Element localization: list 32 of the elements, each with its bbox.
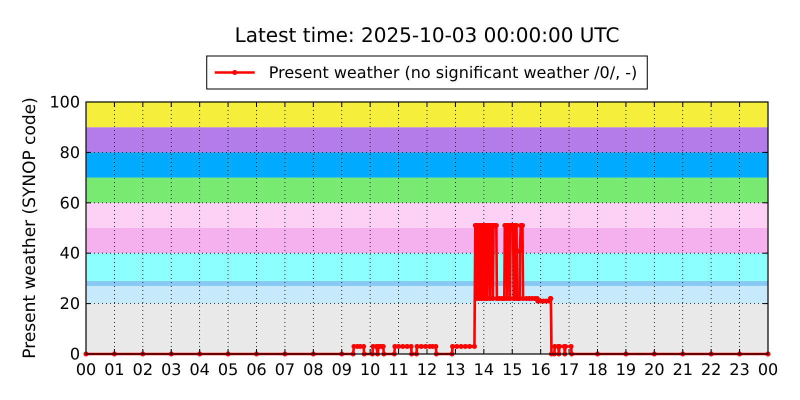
x-tick-label: 19: [616, 360, 636, 379]
x-tick-label: 23: [729, 360, 750, 379]
x-tick-label: 18: [587, 360, 608, 379]
x-tick-label: 16: [530, 360, 551, 379]
y-tick-label: 80: [60, 142, 80, 162]
x-tick-label: 20: [644, 360, 665, 379]
x-tick-label: 13: [445, 360, 466, 379]
x-tick-label: 07: [274, 360, 296, 379]
x-tick-label: 02: [132, 360, 154, 379]
x-tick-label: 11: [388, 360, 409, 379]
y-tick-label: 60: [60, 193, 80, 212]
y-tick-label: 100: [49, 92, 80, 112]
y-tick-label: 40: [60, 244, 80, 263]
x-tick-label: 06: [246, 360, 267, 379]
y-tick-label: 20: [60, 294, 80, 314]
x-tick-label: 12: [416, 360, 438, 379]
x-tick-label: 10: [360, 360, 380, 379]
x-tick-label: 14: [474, 360, 494, 379]
x-tick-label: 09: [332, 360, 352, 379]
x-tick-label: 01: [104, 360, 125, 379]
x-tick-label: 04: [189, 360, 210, 379]
chart-title: Latest time: 2025-10-03 00:00:00 UTC: [234, 23, 620, 47]
legend-label: Present weather (no significant weather /0/, -): [268, 63, 638, 82]
y-axis-title: Present weather (SYNOP code): [20, 97, 40, 359]
x-tick-label: 00: [758, 360, 778, 379]
x-tick-label: 21: [672, 360, 693, 379]
x-tick-label: 08: [303, 360, 324, 379]
x-tick-label: 03: [161, 360, 182, 379]
x-tick-label: 17: [558, 360, 580, 379]
x-tick-label: 05: [218, 360, 238, 379]
x-tick-label: 22: [700, 360, 722, 379]
x-tick-label: 15: [502, 360, 522, 379]
